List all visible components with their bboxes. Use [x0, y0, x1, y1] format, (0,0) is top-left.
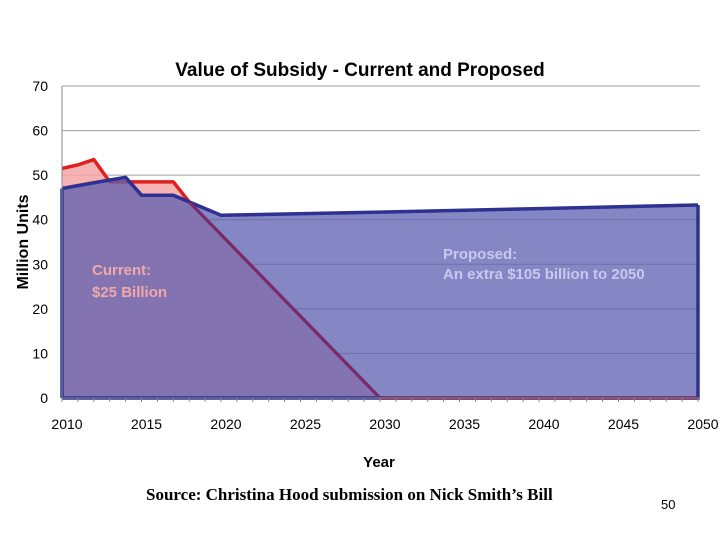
x-tick-label: 2030	[369, 416, 400, 432]
y-tick-label: 40	[32, 212, 48, 228]
source-caption: Source: Christina Hood submission on Nic…	[146, 485, 553, 504]
x-tick-label: 2050	[687, 416, 718, 432]
x-tick-label: 2010	[51, 416, 82, 432]
annotation-current: Current: $25 Billion	[92, 262, 167, 301]
y-tick-label: 30	[32, 256, 48, 272]
y-tick-label: 10	[32, 345, 48, 361]
y-tick-label: 0	[40, 390, 48, 406]
x-tick-label: 2035	[449, 416, 480, 432]
x-tick-label: 2045	[608, 416, 639, 432]
x-tick-label: 2015	[131, 416, 162, 432]
x-tick-label: 2040	[528, 416, 559, 432]
y-tick-label: 20	[32, 301, 48, 317]
chart-title: Value of Subsidy - Current and Proposed	[175, 60, 545, 81]
x-tick-label: 2025	[290, 416, 321, 432]
y-tick-label: 70	[32, 78, 48, 94]
y-tick-label: 50	[32, 167, 48, 183]
page-number: 50	[661, 497, 676, 512]
x-tick-label: 2020	[210, 416, 241, 432]
y-tick-label: 60	[32, 123, 48, 139]
annotation-proposed: Proposed: An extra $105 billion to 2050	[443, 246, 645, 283]
y-axis-label: Million Units	[15, 194, 32, 289]
x-axis-label: Year	[363, 454, 395, 471]
